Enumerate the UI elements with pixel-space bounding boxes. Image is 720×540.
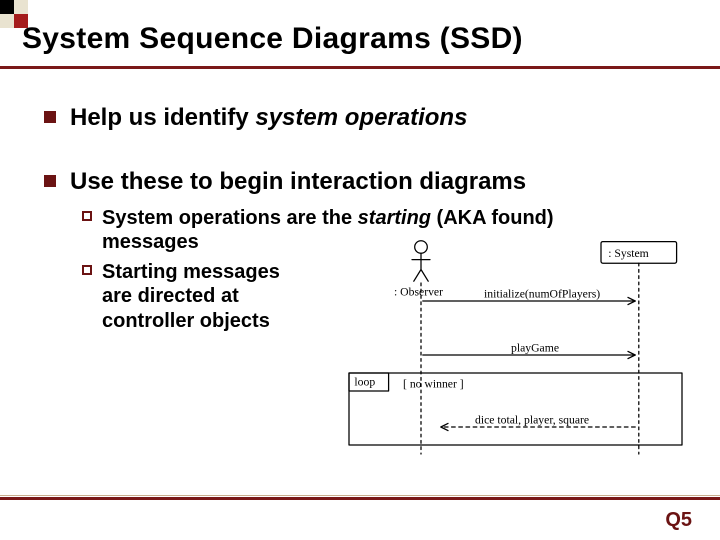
bullet-icon (44, 111, 56, 123)
actor-label: : Observer (394, 286, 443, 299)
sub-bullet-text: Starting messages are directed at contro… (102, 260, 312, 333)
slide-title: System Sequence Diagrams (SSD) (22, 22, 523, 56)
loop-tag: loop (354, 376, 375, 389)
bullet-text: Help us identify system operations (70, 104, 467, 132)
loop-guard: [ no winner ] (403, 377, 464, 390)
bullet-text: Use these to begin interaction diagrams (70, 168, 526, 196)
footer-rule-thick (0, 497, 720, 500)
message-label: initialize(numOfPlayers) (484, 287, 600, 300)
deco-square (0, 0, 14, 14)
sub-bullet-item: Starting messages are directed at contro… (82, 260, 312, 333)
deco-square (0, 14, 14, 28)
sub-bullet-icon (82, 265, 92, 275)
bullet-item: Help us identify system operations (44, 104, 467, 132)
system-label: : System (608, 247, 649, 260)
deco-square (14, 0, 28, 14)
sub-bullet-icon (82, 211, 92, 221)
message-label: playGame (511, 341, 559, 354)
bullet-item: Use these to begin interaction diagrams (44, 168, 526, 196)
sequence-diagram-sketch: : Observer : System initialize(numOfPlay… (340, 230, 700, 480)
page-number: Q5 (665, 509, 692, 532)
title-underline (0, 66, 720, 69)
message-label: dice total, player, square (475, 413, 589, 426)
bullet-icon (44, 175, 56, 187)
footer-rule-thin (0, 495, 720, 496)
